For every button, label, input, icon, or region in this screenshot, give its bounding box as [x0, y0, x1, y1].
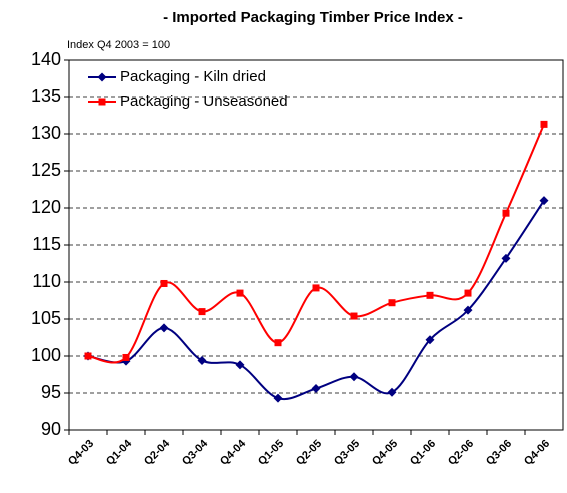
- data-point: [464, 289, 472, 297]
- data-point: [122, 353, 130, 361]
- data-point: [197, 355, 207, 365]
- legend-label: Packaging - Unseasoned: [120, 93, 288, 110]
- y-tick-label: 135: [31, 86, 61, 106]
- chart-title: - Imported Packaging Timber Price Index …: [163, 9, 463, 26]
- data-point: [159, 323, 169, 333]
- data-point: [273, 393, 283, 403]
- legend-label: Packaging - Kiln dried: [120, 68, 266, 85]
- data-point: [350, 312, 358, 320]
- data-point: [160, 279, 168, 287]
- y-tick-label: 125: [31, 160, 61, 180]
- data-point: [463, 305, 473, 315]
- x-tick-label: Q1-05: [256, 438, 286, 468]
- data-point: [539, 196, 549, 206]
- x-tick-label: Q4-04: [218, 437, 249, 468]
- data-point: [425, 335, 435, 345]
- series-line: [87, 200, 545, 401]
- data-point: [235, 360, 245, 370]
- legend-marker: [97, 72, 107, 82]
- x-tick-label: Q1-06: [408, 438, 438, 468]
- y-tick-label: 105: [31, 308, 61, 328]
- x-tick-label: Q4-03: [66, 438, 96, 468]
- data-point: [388, 299, 396, 307]
- y-tick-label: 115: [32, 234, 61, 254]
- data-point: [501, 253, 511, 263]
- data-point: [198, 308, 206, 316]
- data-point: [311, 384, 321, 394]
- x-tick-label: Q2-05: [294, 438, 324, 468]
- x-tick-label: Q3-06: [484, 438, 514, 468]
- y-tick-label: 130: [31, 123, 61, 143]
- x-tick-label: Q4-06: [522, 438, 552, 468]
- x-tick-label: Q1-04: [104, 437, 135, 468]
- x-tick-label: Q2-04: [142, 437, 173, 468]
- legend-marker: [98, 98, 106, 106]
- data-point: [540, 120, 548, 128]
- plot-frame: [68, 59, 564, 431]
- y-tick-label: 100: [31, 345, 61, 365]
- data-point: [84, 352, 92, 360]
- series-line: [87, 123, 545, 364]
- y-tick-label: 90: [41, 419, 61, 439]
- x-tick-label: Q2-06: [446, 438, 476, 468]
- data-point: [502, 209, 510, 217]
- chart-subtitle: Index Q4 2003 = 100: [67, 39, 170, 51]
- data-point: [387, 387, 397, 397]
- data-point: [312, 284, 320, 292]
- x-tick-label: Q4-05: [370, 438, 400, 468]
- y-tick-label: 140: [31, 49, 61, 69]
- data-point: [274, 339, 282, 347]
- x-tick-label: Q3-05: [332, 438, 362, 468]
- y-tick-label: 95: [41, 382, 61, 402]
- x-tick-label: Q3-04: [180, 437, 211, 468]
- y-tick-label: 110: [32, 271, 61, 291]
- data-point: [426, 291, 434, 299]
- y-tick-label: 120: [31, 197, 61, 217]
- data-point: [236, 289, 244, 297]
- data-point: [349, 372, 359, 382]
